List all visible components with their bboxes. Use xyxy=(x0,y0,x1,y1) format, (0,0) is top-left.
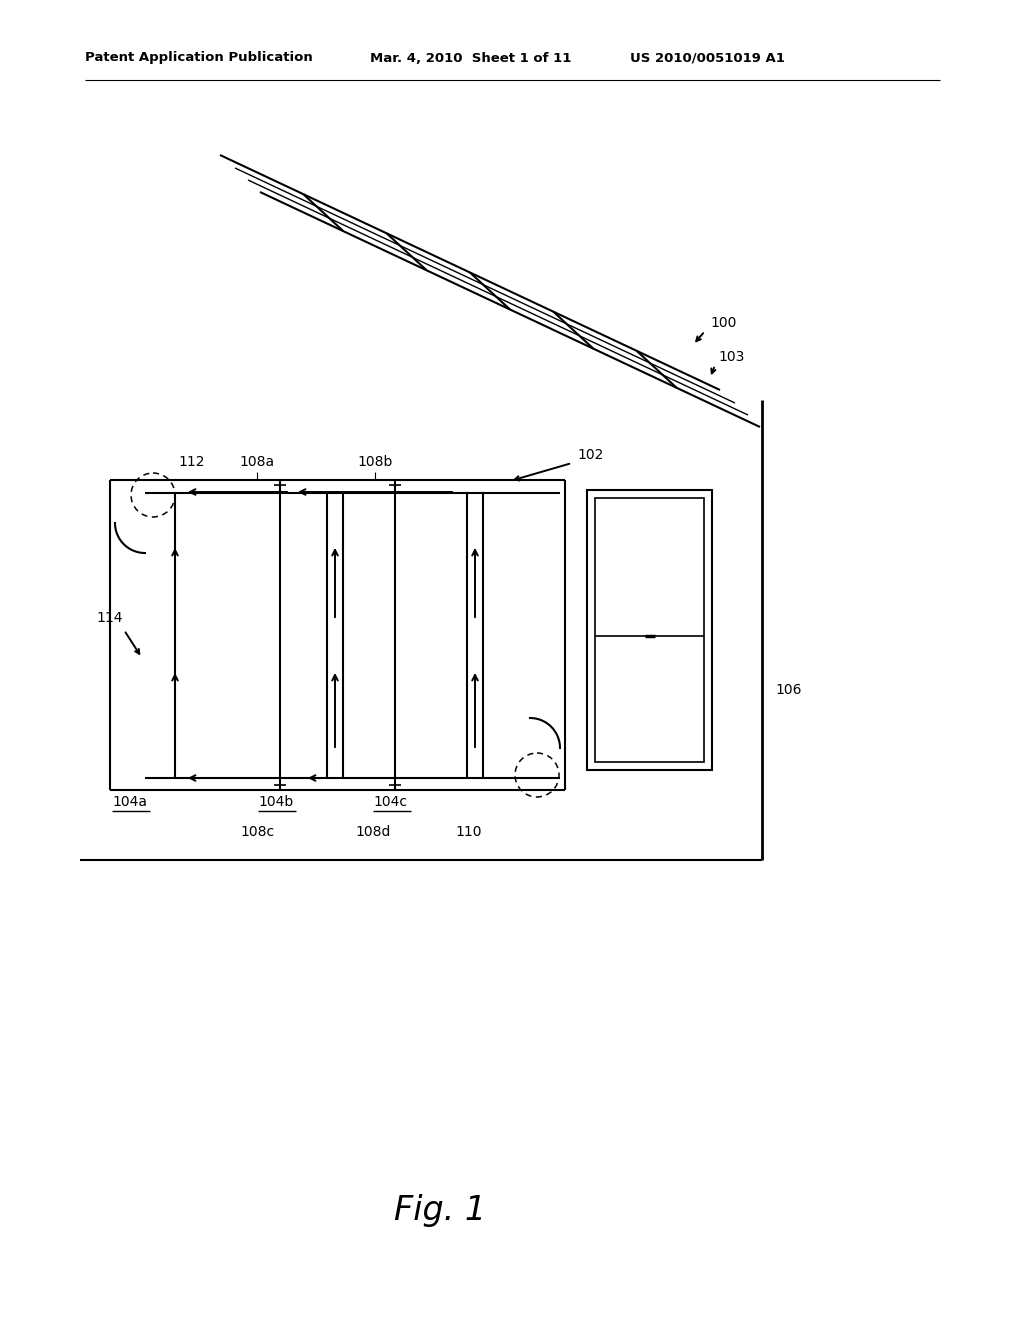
Text: 100: 100 xyxy=(710,315,736,330)
Text: Fig. 1: Fig. 1 xyxy=(394,1193,486,1228)
Text: 104a: 104a xyxy=(112,795,147,809)
Text: 104b: 104b xyxy=(258,795,293,809)
Text: 110: 110 xyxy=(455,825,481,840)
Text: Mar. 4, 2010  Sheet 1 of 11: Mar. 4, 2010 Sheet 1 of 11 xyxy=(370,51,571,65)
Text: 102: 102 xyxy=(577,447,603,462)
Text: 108b: 108b xyxy=(357,455,392,469)
Text: 103: 103 xyxy=(718,350,744,364)
Text: 104c: 104c xyxy=(373,795,407,809)
Text: 108d: 108d xyxy=(355,825,391,840)
Text: 114: 114 xyxy=(96,611,123,624)
Text: 108c: 108c xyxy=(241,825,275,840)
Bar xyxy=(595,498,705,762)
Text: 108a: 108a xyxy=(240,455,274,469)
Text: Patent Application Publication: Patent Application Publication xyxy=(85,51,312,65)
Text: US 2010/0051019 A1: US 2010/0051019 A1 xyxy=(630,51,784,65)
Text: 112: 112 xyxy=(178,455,205,469)
Text: 106: 106 xyxy=(775,682,802,697)
Bar xyxy=(587,490,712,770)
